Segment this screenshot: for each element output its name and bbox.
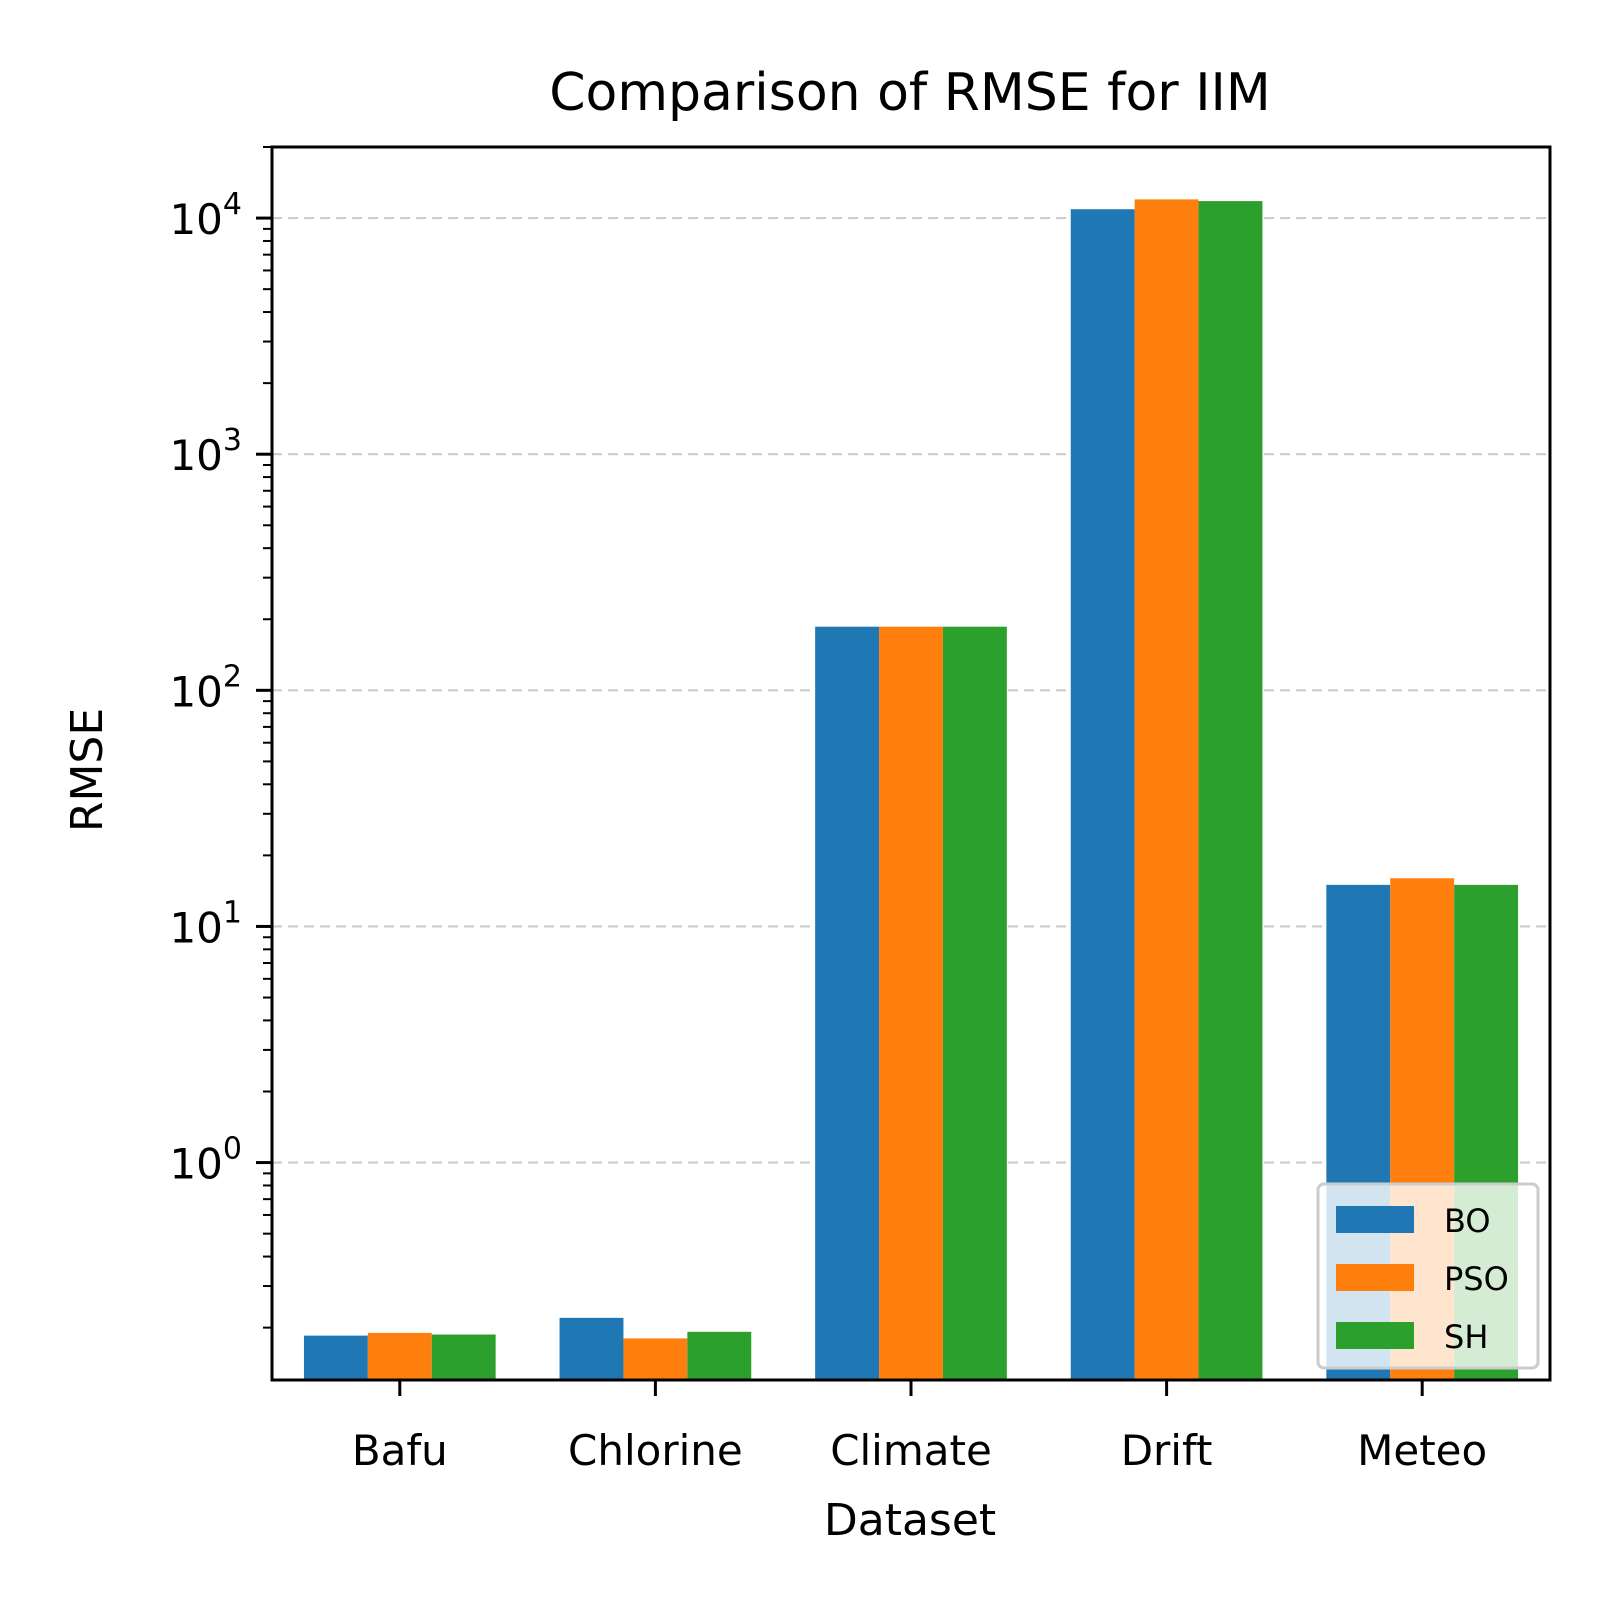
legend-label-bo: BO xyxy=(1444,1202,1491,1240)
bars xyxy=(303,199,1519,1380)
y-tick-label-2: 102 xyxy=(169,659,242,716)
legend-swatch-pso xyxy=(1336,1264,1414,1291)
x-tick-label-3: Drift xyxy=(1121,1426,1213,1475)
y-tick-label-1: 101 xyxy=(169,895,242,952)
bar-sh-bafu xyxy=(431,1334,496,1380)
bar-sh-chlorine xyxy=(687,1331,752,1380)
y-tick-label-3: 103 xyxy=(169,423,242,480)
bar-bo-climate xyxy=(815,626,880,1380)
y-axis-label: RMSE xyxy=(62,708,113,832)
bar-pso-chlorine xyxy=(623,1338,688,1380)
legend-label-pso: PSO xyxy=(1444,1260,1509,1298)
bar-bo-bafu xyxy=(303,1335,368,1380)
x-tick-label-0: Bafu xyxy=(352,1426,448,1475)
legend-label-sh: SH xyxy=(1444,1318,1488,1356)
x-tick-label-1: Chlorine xyxy=(568,1426,743,1475)
legend-swatch-sh xyxy=(1336,1322,1414,1349)
x-tick-label-4: Meteo xyxy=(1357,1426,1487,1475)
bar-pso-climate xyxy=(879,626,943,1380)
chart-title: Comparison of RMSE for IIM xyxy=(549,63,1270,123)
x-tick-label-2: Climate xyxy=(830,1426,992,1475)
ticks: Bafu Chlorine Climate Drift Meteo 100 101 102 10… xyxy=(169,146,1487,1475)
legend: BO PSO SH xyxy=(1316,1182,1540,1370)
bar-pso-drift xyxy=(1134,199,1199,1380)
bar-pso-bafu xyxy=(367,1332,432,1380)
bar-sh-climate xyxy=(942,626,1007,1380)
legend-swatch-bo xyxy=(1336,1206,1414,1233)
bar-bo-chlorine xyxy=(559,1317,624,1380)
bar-sh-drift xyxy=(1198,201,1263,1380)
y-tick-label-0: 100 xyxy=(169,1132,242,1189)
x-axis-label: Dataset xyxy=(824,1495,996,1546)
y-tick-label-4: 104 xyxy=(169,187,242,244)
bar-bo-drift xyxy=(1070,209,1135,1380)
